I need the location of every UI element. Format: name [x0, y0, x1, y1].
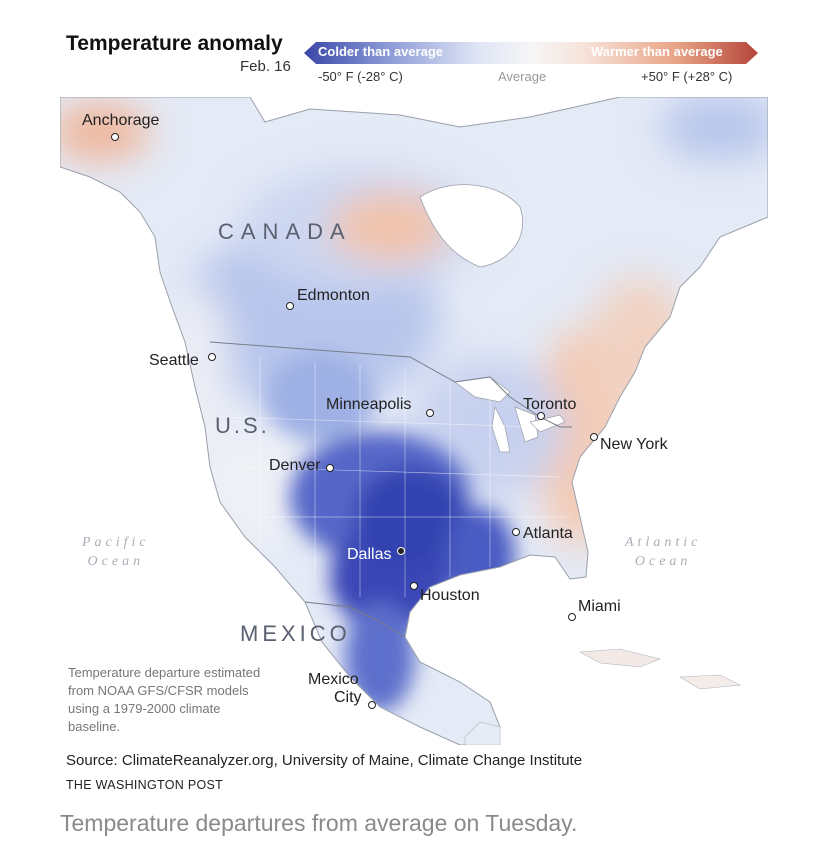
map-title: Temperature anomaly — [66, 32, 283, 55]
legend-max-tick: +50° F (+28° C) — [641, 69, 733, 84]
city-label-dallas: Dallas — [347, 546, 392, 563]
color-legend: Colder than average Warmer than average … — [304, 40, 758, 90]
map-graphic — [60, 97, 768, 745]
city-marker-dallas — [397, 547, 405, 555]
map-header: Temperature anomaly Feb. 16 Colder than … — [0, 0, 828, 95]
publisher-credit: THE WASHINGTON POST — [66, 778, 224, 792]
city-label-edmonton: Edmonton — [297, 287, 370, 304]
city-label-seattle: Seattle — [149, 352, 199, 369]
source-line: Source: ClimateReanalyzer.org, Universit… — [66, 752, 583, 769]
city-label-mexico-city-line1: Mexico — [308, 671, 359, 688]
legend-min-tick: -50° F (-28° C) — [318, 69, 403, 84]
city-marker-mexico-city — [368, 701, 376, 709]
temperature-anomaly-map: CANADA U.S. MEXICO Pacific Ocean Atlanti… — [60, 97, 768, 745]
city-label-houston: Houston — [420, 587, 480, 604]
city-marker-miami — [568, 613, 576, 621]
city-label-minneapolis: Minneapolis — [326, 396, 412, 413]
legend-mid-tick: Average — [498, 69, 547, 84]
country-label-canada: CANADA — [218, 219, 352, 244]
map-date: Feb. 16 — [240, 58, 291, 75]
image-caption: Temperature departures from average on T… — [60, 810, 578, 836]
city-label-denver: Denver — [269, 457, 321, 474]
legend-gradient-bar — [304, 42, 758, 64]
city-marker-denver — [326, 464, 334, 472]
ocean-label-atlantic: Atlantic Ocean — [625, 533, 701, 571]
city-label-miami: Miami — [578, 598, 621, 615]
ocean-label-pacific: Pacific Ocean — [82, 533, 150, 571]
city-label-mexico-city-line2: City — [334, 689, 362, 706]
ocean-label-pacific-line1: Pacific — [82, 535, 150, 550]
ocean-label-atlantic-line1: Atlantic — [625, 535, 702, 550]
city-marker-houston — [410, 582, 418, 590]
country-label-us: U.S. — [215, 413, 270, 438]
city-marker-anchorage — [111, 133, 119, 141]
ocean-label-pacific-line2: Ocean — [87, 554, 145, 569]
city-label-new-york: New York — [600, 436, 668, 453]
methodology-note: Temperature departure estimated from NOA… — [68, 665, 261, 734]
legend-cold-label: Colder than average — [318, 44, 443, 59]
city-marker-seattle — [208, 353, 216, 361]
city-marker-atlanta — [512, 528, 520, 536]
city-label-toronto: Toronto — [523, 396, 577, 413]
country-label-mexico: MEXICO — [240, 621, 351, 646]
city-label-atlanta: Atlanta — [523, 525, 573, 542]
ocean-label-atlantic-line2: Ocean — [634, 554, 692, 569]
city-label-anchorage: Anchorage — [82, 112, 160, 129]
city-marker-new-york — [590, 433, 598, 441]
city-marker-minneapolis — [426, 409, 434, 417]
city-marker-toronto — [537, 412, 545, 420]
city-marker-edmonton — [286, 302, 294, 310]
legend-warm-label: Warmer than average — [591, 44, 723, 59]
